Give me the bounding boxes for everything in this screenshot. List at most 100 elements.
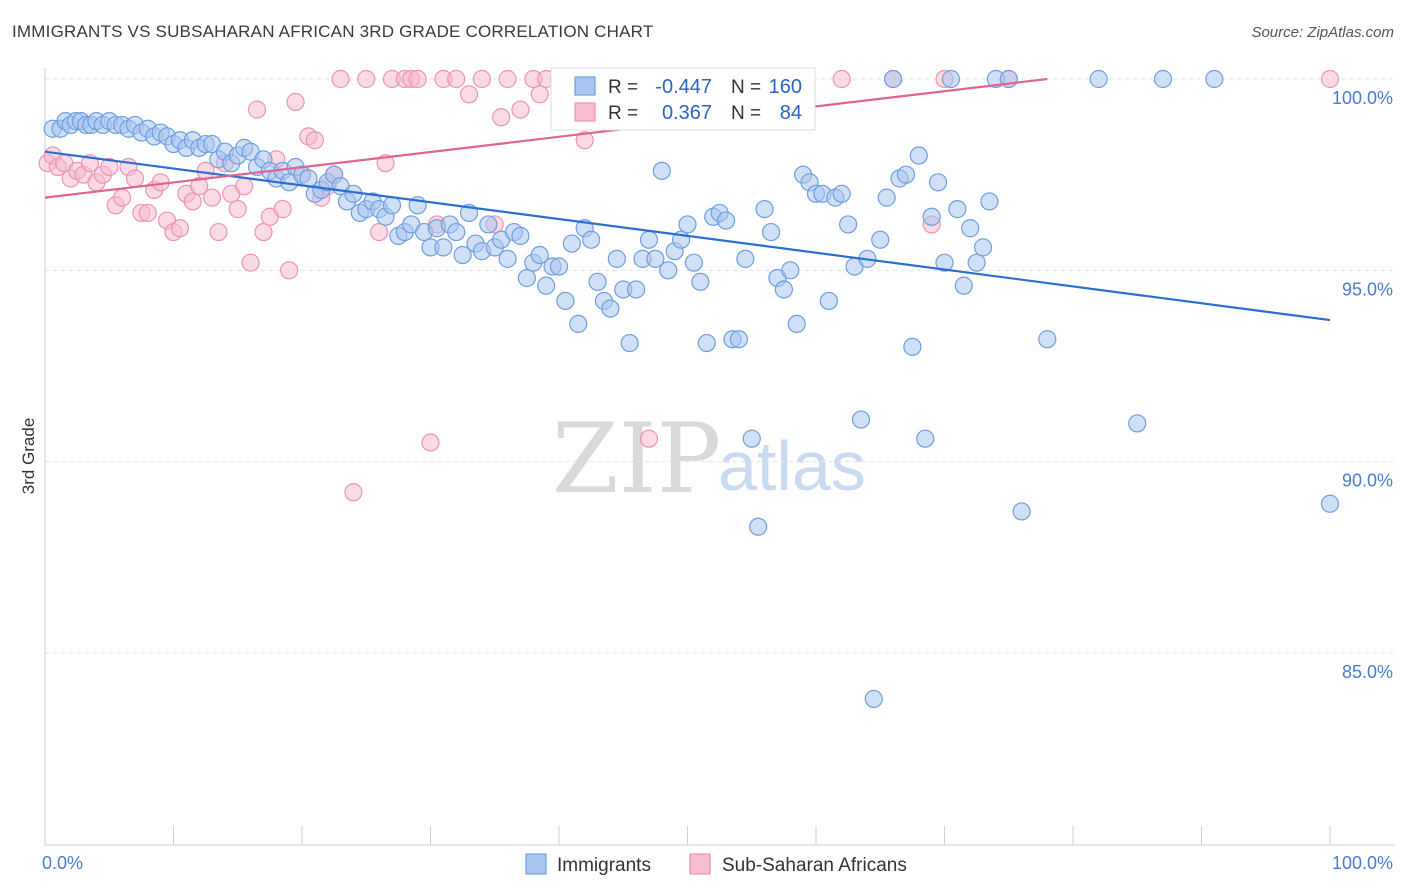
subsaharan-point-24: [190, 177, 209, 196]
subsaharan-point-26: [202, 188, 222, 207]
immigrants-point-115: [774, 280, 793, 299]
immigrants-point-54: [382, 196, 402, 215]
immigrants-point-132: [883, 69, 903, 89]
legend-r-label-subsaharan: R =: [608, 103, 638, 124]
immigrants-point-82: [562, 234, 581, 253]
immigrants-point-81: [556, 291, 575, 311]
legend-n-label-subsaharan: N =: [731, 103, 761, 124]
immigrants-point-86: [588, 272, 607, 291]
y-tick-label-90: 90.0%: [1342, 471, 1393, 491]
subsaharan-point-49: [370, 222, 389, 242]
legend-swatch-subsaharan: [574, 102, 596, 122]
immigrants-point-85: [582, 230, 601, 249]
subsaharan-point-16: [138, 203, 157, 223]
immigrants-point-64: [447, 222, 466, 242]
immigrants-point-74: [511, 226, 530, 245]
chart-title: IMMIGRANTS VS SUBSAHARAN AFRICAN 3RD GRA…: [12, 22, 654, 41]
subsaharan-point-38: [280, 261, 299, 280]
immigrants-point-83: [569, 314, 588, 334]
immigrants-point-92: [626, 280, 646, 299]
immigrants-point-138: [922, 207, 941, 226]
immigrants-point-77: [530, 245, 549, 265]
immigrants-point-112: [755, 200, 774, 219]
subsaharan-point-37: [273, 200, 292, 219]
x-tick-label-max: 100.0%: [1332, 853, 1393, 873]
immigrants-point-141: [941, 69, 961, 89]
subsaharan-point-10: [100, 157, 119, 177]
subsaharan-point-23: [183, 192, 202, 211]
immigrants-point-156: [1320, 494, 1340, 513]
subsaharan-point-58: [447, 69, 466, 89]
immigrants-point-116: [781, 261, 800, 280]
gridlines: [45, 78, 1395, 654]
legend-box: R = -0.447 N = 160 R = 0.367 N = 84: [550, 67, 816, 131]
subsaharan-point-59: [459, 85, 479, 104]
immigrants-point-155: [1205, 69, 1224, 89]
immigrants-point-102: [691, 272, 710, 291]
immigrants-point-108: [729, 330, 749, 349]
subsaharan-point-79: [832, 69, 851, 89]
subsaharan-point-14: [125, 169, 145, 188]
trend-line-immigrants: [44, 150, 1331, 322]
immigrants-point-62: [434, 238, 453, 257]
legend-n-label-immigrants: N =: [731, 77, 761, 98]
watermark-atlas: atlas: [718, 427, 866, 505]
subsaharan-point-48: [357, 69, 376, 89]
subsaharan-point-54: [408, 69, 427, 89]
immigrants-point-100: [678, 215, 697, 234]
immigrants-point-109: [736, 249, 755, 268]
subsaharan-point-34: [254, 222, 273, 242]
immigrants-point-95: [646, 249, 665, 268]
watermark-zip: ZIP: [552, 403, 721, 515]
legend-swatch-immigrants: [574, 76, 596, 96]
immigrants-point-111: [749, 517, 768, 536]
subsaharan-point-39: [286, 92, 305, 112]
immigrants-point-142: [948, 200, 967, 219]
immigrants-point-129: [864, 689, 883, 709]
subsaharan-point-64: [511, 100, 530, 119]
immigrants-point-134: [896, 165, 916, 184]
immigrants-point-89: [607, 249, 626, 268]
subsaharan-point-12: [112, 188, 132, 207]
bottom-legend-subsaharan: Sub-Saharan Africans: [722, 855, 907, 876]
legend-r-immigrants: -0.447: [655, 76, 712, 98]
subsaharan-point-55: [421, 433, 440, 452]
immigrants-point-151: [1038, 330, 1057, 349]
immigrants-point-78: [537, 276, 556, 295]
legend-r-label-immigrants: R =: [608, 77, 638, 98]
subsaharan-point-27: [209, 222, 228, 242]
immigrants-point-140: [935, 253, 954, 272]
source-credit: Source: ZipAtlas.com: [1251, 24, 1394, 41]
y-axis-label: 3rd Grade: [19, 418, 38, 495]
immigrants-point-94: [639, 230, 659, 249]
immigrants-point-91: [620, 333, 639, 353]
immigrants-point-146: [973, 238, 993, 257]
bottom-legend-immigrants: Immigrants: [557, 855, 651, 876]
immigrants-point-127: [851, 410, 871, 429]
immigrants-point-153: [1128, 414, 1147, 433]
immigrants-point-117: [787, 314, 806, 334]
immigrants-point-145: [967, 253, 986, 272]
trend-line-subsaharan: [44, 77, 1048, 199]
bottom-legend-swatch-subsaharan: [689, 853, 711, 875]
immigrants-point-122: [819, 291, 838, 311]
y-tick-label-100: 100.0%: [1332, 88, 1393, 108]
bottom-legend: Immigrants Sub-Saharan Africans: [525, 853, 907, 876]
subsaharan-point-60: [472, 69, 491, 89]
subsaharan-point-46: [331, 69, 350, 89]
immigrants-point-137: [916, 429, 935, 448]
immigrants-point-106: [716, 211, 736, 230]
immigrants-point-103: [697, 333, 716, 353]
trend-lines: [44, 77, 1331, 322]
immigrants-point-125: [839, 215, 858, 234]
immigrants-point-88: [601, 299, 620, 318]
subsaharan-point-30: [228, 200, 247, 219]
immigrants-point-75: [517, 268, 536, 288]
immigrants-point-69: [479, 215, 498, 234]
immigrants-point-135: [903, 337, 922, 356]
y-tick-label-85: 85.0%: [1342, 662, 1393, 682]
x-tick-label-min: 0.0%: [42, 853, 83, 873]
subsaharan-point-32: [241, 253, 260, 272]
y-tick-label-95: 95.0%: [1342, 279, 1393, 299]
